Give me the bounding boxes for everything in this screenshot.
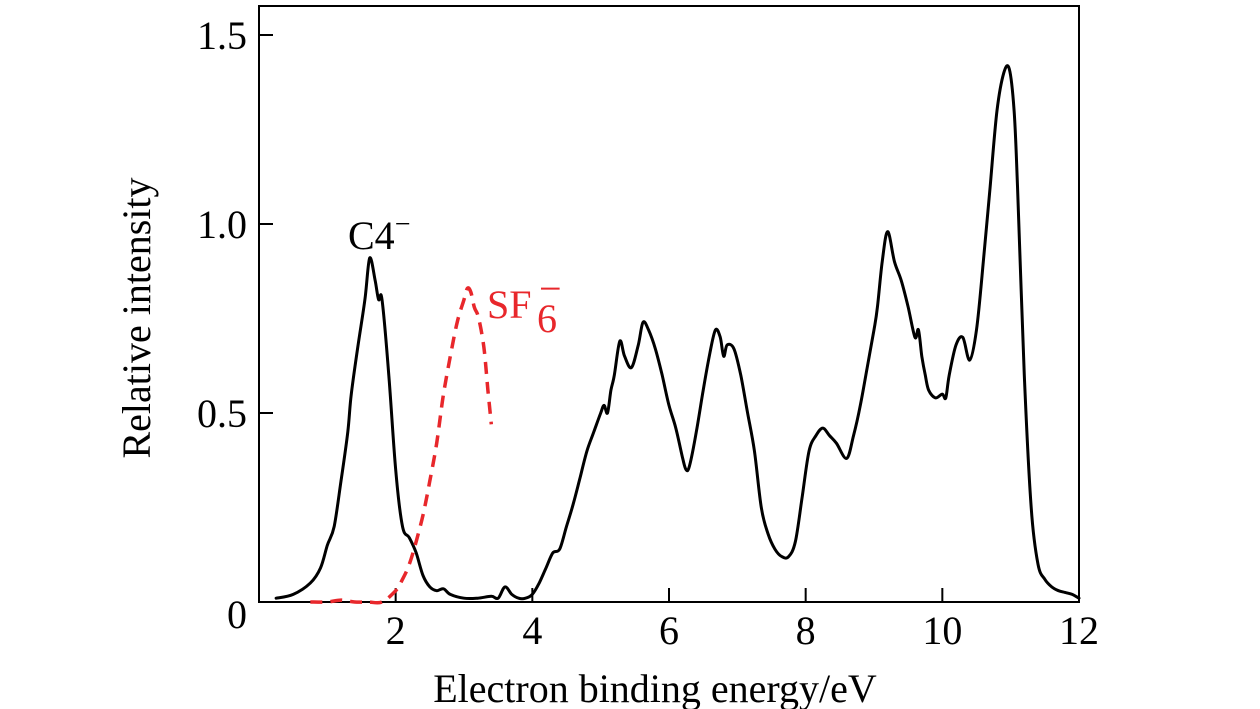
y-tick-label: 0 <box>227 592 247 637</box>
y-tick-label: 1.5 <box>197 13 247 58</box>
x-tick-label: 4 <box>522 608 542 653</box>
y-tick-label: 1.0 <box>197 202 247 247</box>
y-axis-title: Relative intensity <box>114 177 159 458</box>
sf6-annotation-base: SF <box>487 282 532 327</box>
series-line-sf6 <box>310 286 494 605</box>
sf6-annotation-sub: 6 <box>537 296 557 341</box>
x-tick-label: 6 <box>659 608 679 653</box>
x-axis-title: Electron binding energy/eV <box>433 666 877 709</box>
series-line-c4 <box>274 64 1081 601</box>
x-tick-label: 12 <box>1059 608 1099 653</box>
x-tick-label: 8 <box>796 608 816 653</box>
sf6-annotation-sup: − <box>539 266 562 311</box>
y-tick-label: 0.5 <box>197 391 247 436</box>
x-tick-label: 10 <box>922 608 962 653</box>
x-tick-label: 2 <box>386 608 406 653</box>
c4-annotation: C4− <box>348 209 410 258</box>
c4-annotation-sup: − <box>395 209 411 240</box>
c4-annotation-base: C4 <box>348 213 395 258</box>
series-layer <box>274 64 1081 605</box>
x-axis-ticks: 2 4 6 8 10 12 <box>386 588 1099 653</box>
y-axis-ticks: 0 0.5 1.0 1.5 <box>197 13 273 637</box>
